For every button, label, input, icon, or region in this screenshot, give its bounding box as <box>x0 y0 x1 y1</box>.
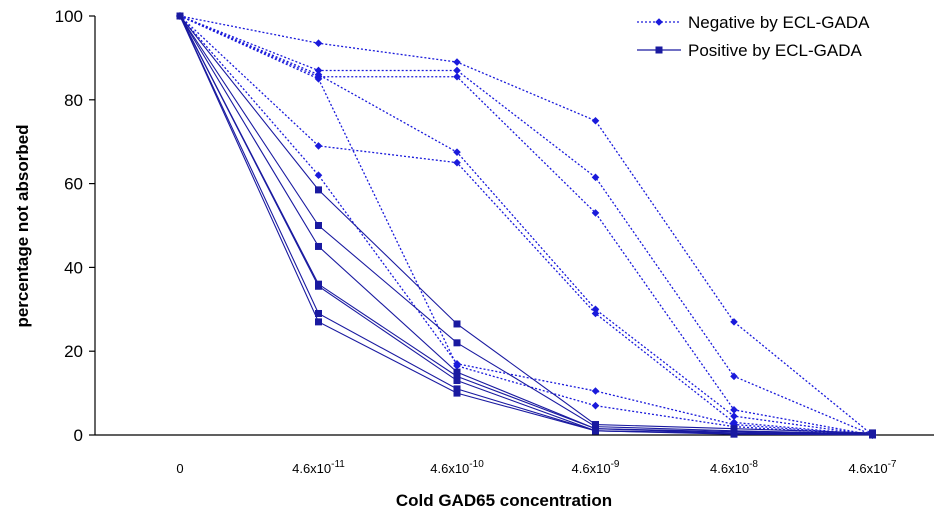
negative-group <box>176 12 877 439</box>
data-point-square <box>315 309 322 317</box>
data-point-square <box>315 318 322 326</box>
data-point-square <box>453 339 461 347</box>
series-line <box>179 15 873 436</box>
data-point-diamond <box>453 158 461 167</box>
data-point-square <box>730 430 738 438</box>
data-point-diamond <box>591 305 600 314</box>
series-line <box>179 15 873 436</box>
x-tick-label: 4.6x10-9 <box>572 459 620 476</box>
series-line <box>179 15 873 436</box>
data-point-diamond <box>591 387 600 395</box>
legend-label: Negative by ECL-GADA <box>688 13 870 32</box>
data-point-square <box>453 389 461 397</box>
data-point-diamond <box>453 362 461 370</box>
data-point-diamond <box>314 66 323 75</box>
series-line <box>179 15 873 435</box>
x-tick-label: 4.6x10-7 <box>849 459 897 476</box>
x-tick-label: 0 <box>176 461 183 476</box>
x-tick-label: 4.6x10-10 <box>430 459 484 476</box>
y-tick-label: 60 <box>64 175 83 194</box>
y-tick-label: 100 <box>55 7 83 26</box>
legend-label: Positive by ECL-GADA <box>688 41 862 60</box>
data-point-diamond <box>314 75 323 83</box>
data-point-diamond <box>453 72 461 81</box>
data-point-square <box>453 368 461 376</box>
data-point-diamond <box>730 412 738 420</box>
data-point-square <box>453 377 461 385</box>
data-point-square <box>592 427 599 435</box>
data-point-diamond <box>591 309 600 318</box>
x-tick-label: 4.6x10-11 <box>292 459 345 476</box>
legend: Negative by ECL-GADA Positive by ECL-GADA <box>637 13 870 60</box>
series-line <box>179 15 873 436</box>
data-point-diamond <box>591 173 600 182</box>
x-axis-title: Cold GAD65 concentration <box>396 491 612 510</box>
data-point-diamond <box>453 66 461 75</box>
series-line <box>179 15 873 436</box>
series-line <box>179 15 873 436</box>
data-point-diamond <box>730 372 738 381</box>
data-point-diamond <box>655 18 663 26</box>
data-point-diamond <box>591 401 600 410</box>
y-tick-label: 20 <box>64 342 83 361</box>
data-point-square <box>453 372 461 380</box>
data-point-square <box>176 12 184 20</box>
series-line <box>179 15 873 435</box>
data-point-square <box>315 242 322 250</box>
data-point-square <box>315 282 322 290</box>
series-line <box>179 15 873 436</box>
x-tick-label: 4.6x10-8 <box>710 459 758 476</box>
series-line <box>179 15 873 436</box>
data-point-square <box>315 186 322 194</box>
series-line <box>179 15 873 436</box>
series-line <box>179 15 873 435</box>
y-tick-label: 40 <box>64 258 83 277</box>
series-line <box>179 15 873 436</box>
data-point-diamond <box>314 142 323 150</box>
data-point-diamond <box>591 209 600 217</box>
data-point-diamond <box>314 70 323 79</box>
axes: 0 20 40 60 80 100 0 4.6x10-11 4.6x10-10 4.6x10-9 4… <box>55 7 934 476</box>
data-point-square <box>315 222 322 229</box>
data-point-diamond <box>453 148 461 156</box>
y-axis-title: percentage not absorbed <box>13 124 32 327</box>
data-point-square <box>869 431 876 439</box>
data-point-diamond <box>314 39 323 48</box>
y-tick-label: 0 <box>74 426 83 445</box>
series-line <box>179 15 873 434</box>
data-point-square <box>453 385 461 393</box>
data-point-diamond <box>591 116 600 125</box>
data-point-diamond <box>730 406 738 414</box>
y-tick-label: 80 <box>64 91 83 110</box>
data-point-square <box>453 320 461 328</box>
series-layer <box>176 12 877 439</box>
data-point-diamond <box>730 318 738 326</box>
data-point-diamond <box>453 58 461 66</box>
positive-group <box>176 12 876 439</box>
data-point-square <box>655 46 663 54</box>
data-point-diamond <box>314 171 323 180</box>
